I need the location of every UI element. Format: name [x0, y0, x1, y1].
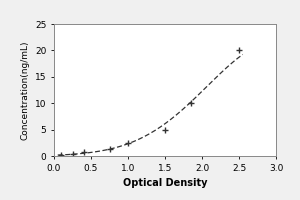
X-axis label: Optical Density: Optical Density [123, 178, 207, 188]
Y-axis label: Concentration(ng/mL): Concentration(ng/mL) [20, 40, 29, 140]
